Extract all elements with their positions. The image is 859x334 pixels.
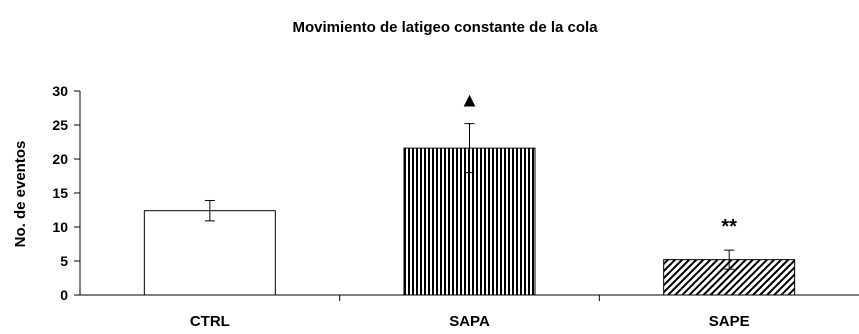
y-tick-label: 15 — [52, 185, 68, 201]
y-tick-label: 20 — [52, 151, 68, 167]
error-bar-sapa — [464, 123, 475, 174]
y-tick-label: 5 — [60, 253, 68, 269]
y-axis-label: No. de eventos — [12, 141, 29, 248]
x-axis: CTRL SAPA SAPE — [80, 294, 859, 330]
y-tick-label: 0 — [60, 287, 68, 303]
y-axis: 0 5 10 15 20 25 30 — [52, 83, 81, 303]
y-tick-label: 25 — [52, 117, 68, 133]
x-tick-label: SAPA — [449, 313, 490, 330]
y-tick-label: 30 — [52, 83, 68, 99]
significance-marker: ** — [721, 216, 737, 238]
annotations: ▲ ** — [460, 90, 738, 238]
error-bar-sape — [724, 249, 735, 270]
x-tick-label: CTRL — [190, 313, 230, 330]
chart-title: Movimiento de latigeo constante de la co… — [292, 19, 598, 36]
error-bars — [204, 123, 735, 270]
bar-ctrl — [143, 210, 276, 296]
x-tick-label: SAPE — [709, 313, 750, 330]
y-tick-label: 10 — [52, 219, 68, 235]
error-bar-ctrl — [204, 199, 215, 222]
significance-marker: ▲ — [460, 90, 480, 112]
